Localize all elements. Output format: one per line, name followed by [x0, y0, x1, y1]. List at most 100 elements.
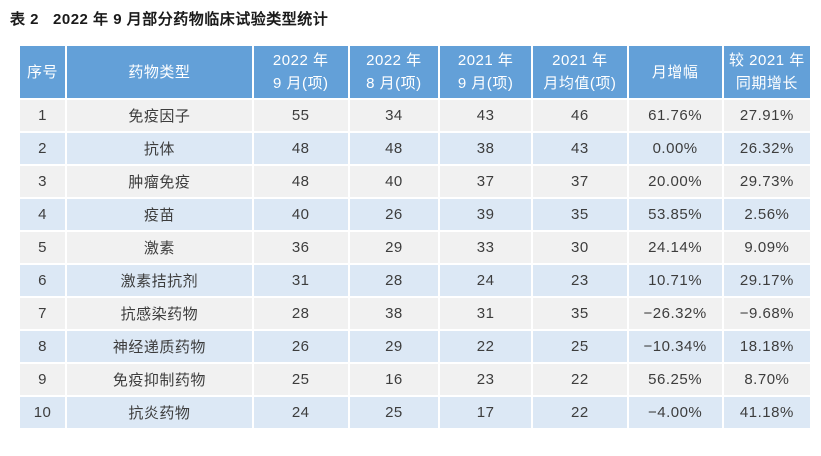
cell-2021-monthly-avg: 25 — [533, 331, 627, 362]
cell-monthly-growth: 56.25% — [628, 364, 722, 395]
cell-2021-sep: 43 — [440, 100, 532, 131]
cell-2021-monthly-avg: 37 — [533, 166, 627, 197]
cell-monthly-growth: 20.00% — [628, 166, 722, 197]
table-row: 5 激素 36 29 33 30 24.14% 9.09% — [20, 232, 810, 263]
cell-2022-aug: 38 — [349, 298, 439, 329]
cell-2021-sep: 39 — [440, 199, 532, 230]
cell-2021-sep: 22 — [440, 331, 532, 362]
header-index: 序号 — [20, 46, 66, 98]
cell-monthly-growth: 10.71% — [628, 265, 722, 296]
header-monthly-growth: 月增幅 — [628, 46, 722, 98]
table-body: 1 免疫因子 55 34 43 46 61.76% 27.91% 2 抗体 48 48 38 43 0.00… — [20, 100, 810, 428]
cell-2022-sep: 40 — [253, 199, 348, 230]
cell-drug-type: 抗炎药物 — [67, 397, 252, 428]
cell-2022-aug: 25 — [349, 397, 439, 428]
header-row: 序号 药物类型 2022 年 9 月(项) 2022 年 8 月(项) 2021… — [20, 46, 810, 98]
cell-yoy-growth: 8.70% — [723, 364, 810, 395]
cell-index: 9 — [20, 364, 66, 395]
cell-drug-type: 神经递质药物 — [67, 331, 252, 362]
cell-yoy-growth: 27.91% — [723, 100, 810, 131]
cell-2021-monthly-avg: 22 — [533, 364, 627, 395]
table-row: 3 肿瘤免疫 48 40 37 37 20.00% 29.73% — [20, 166, 810, 197]
cell-drug-type: 肿瘤免疫 — [67, 166, 252, 197]
cell-2021-sep: 38 — [440, 133, 532, 164]
cell-2022-sep: 28 — [253, 298, 348, 329]
cell-index: 2 — [20, 133, 66, 164]
cell-2022-aug: 48 — [349, 133, 439, 164]
header-2022-aug: 2022 年 8 月(项) — [349, 46, 439, 98]
cell-index: 7 — [20, 298, 66, 329]
cell-2021-sep: 33 — [440, 232, 532, 263]
table-row: 7 抗感染药物 28 38 31 35 −26.32% −9.68% — [20, 298, 810, 329]
cell-2021-sep: 24 — [440, 265, 532, 296]
cell-2021-sep: 31 — [440, 298, 532, 329]
cell-monthly-growth: 24.14% — [628, 232, 722, 263]
cell-2022-sep: 31 — [253, 265, 348, 296]
header-2021-monthly-avg: 2021 年 月均值(项) — [533, 46, 627, 98]
header-drug-type: 药物类型 — [67, 46, 252, 98]
cell-2022-aug: 29 — [349, 331, 439, 362]
table-row: 2 抗体 48 48 38 43 0.00% 26.32% — [20, 133, 810, 164]
cell-2021-sep: 37 — [440, 166, 532, 197]
cell-index: 6 — [20, 265, 66, 296]
cell-2021-monthly-avg: 46 — [533, 100, 627, 131]
cell-drug-type: 激素拮抗剂 — [67, 265, 252, 296]
cell-monthly-growth: 0.00% — [628, 133, 722, 164]
cell-2022-aug: 34 — [349, 100, 439, 131]
header-yoy-growth: 较 2021 年 同期增长 — [723, 46, 810, 98]
cell-index: 4 — [20, 199, 66, 230]
cell-drug-type: 激素 — [67, 232, 252, 263]
statistics-table: 序号 药物类型 2022 年 9 月(项) 2022 年 8 月(项) 2021… — [18, 44, 812, 430]
cell-yoy-growth: 29.73% — [723, 166, 810, 197]
table-caption: 表 2 2022 年 9 月部分药物临床试验类型统计 — [10, 11, 329, 28]
cell-drug-type: 抗体 — [67, 133, 252, 164]
cell-index: 3 — [20, 166, 66, 197]
cell-2022-sep: 48 — [253, 133, 348, 164]
cell-monthly-growth: −10.34% — [628, 331, 722, 362]
cell-2022-aug: 28 — [349, 265, 439, 296]
cell-2022-sep: 26 — [253, 331, 348, 362]
cell-monthly-growth: 61.76% — [628, 100, 722, 131]
table-row: 8 神经递质药物 26 29 22 25 −10.34% 18.18% — [20, 331, 810, 362]
cell-2022-sep: 36 — [253, 232, 348, 263]
table-row: 1 免疫因子 55 34 43 46 61.76% 27.91% — [20, 100, 810, 131]
cell-2021-monthly-avg: 35 — [533, 199, 627, 230]
cell-2022-sep: 55 — [253, 100, 348, 131]
cell-2022-aug: 26 — [349, 199, 439, 230]
table-row: 6 激素拮抗剂 31 28 24 23 10.71% 29.17% — [20, 265, 810, 296]
cell-drug-type: 抗感染药物 — [67, 298, 252, 329]
cell-2022-aug: 16 — [349, 364, 439, 395]
cell-index: 8 — [20, 331, 66, 362]
header-2022-sep: 2022 年 9 月(项) — [253, 46, 348, 98]
cell-drug-type: 免疫因子 — [67, 100, 252, 131]
table-row: 10 抗炎药物 24 25 17 22 −4.00% 41.18% — [20, 397, 810, 428]
cell-index: 1 — [20, 100, 66, 131]
cell-yoy-growth: 9.09% — [723, 232, 810, 263]
cell-drug-type: 免疫抑制药物 — [67, 364, 252, 395]
cell-2021-sep: 23 — [440, 364, 532, 395]
header-2021-sep: 2021 年 9 月(项) — [440, 46, 532, 98]
cell-monthly-growth: −26.32% — [628, 298, 722, 329]
cell-2021-monthly-avg: 35 — [533, 298, 627, 329]
cell-yoy-growth: 41.18% — [723, 397, 810, 428]
cell-2021-monthly-avg: 30 — [533, 232, 627, 263]
cell-2022-sep: 25 — [253, 364, 348, 395]
cell-2021-monthly-avg: 23 — [533, 265, 627, 296]
cell-2021-monthly-avg: 22 — [533, 397, 627, 428]
cell-yoy-growth: 18.18% — [723, 331, 810, 362]
cell-index: 10 — [20, 397, 66, 428]
cell-2021-sep: 17 — [440, 397, 532, 428]
cell-yoy-growth: 29.17% — [723, 265, 810, 296]
cell-drug-type: 疫苗 — [67, 199, 252, 230]
table-row: 9 免疫抑制药物 25 16 23 22 56.25% 8.70% — [20, 364, 810, 395]
cell-yoy-growth: 26.32% — [723, 133, 810, 164]
cell-2022-sep: 48 — [253, 166, 348, 197]
cell-2022-sep: 24 — [253, 397, 348, 428]
cell-monthly-growth: 53.85% — [628, 199, 722, 230]
cell-yoy-growth: 2.56% — [723, 199, 810, 230]
cell-index: 5 — [20, 232, 66, 263]
cell-2021-monthly-avg: 43 — [533, 133, 627, 164]
cell-yoy-growth: −9.68% — [723, 298, 810, 329]
cell-monthly-growth: −4.00% — [628, 397, 722, 428]
cell-2022-aug: 29 — [349, 232, 439, 263]
